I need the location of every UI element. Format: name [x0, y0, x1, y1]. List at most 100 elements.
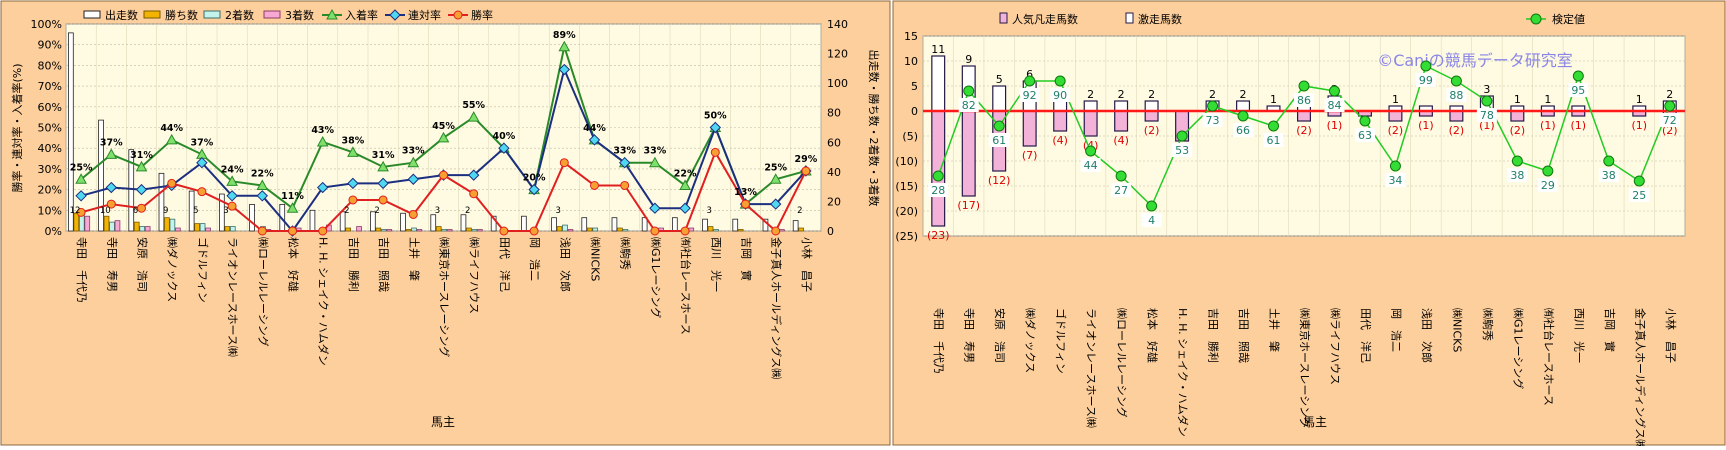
point-4 [165, 133, 178, 145]
legend-label-2: 2着数 [225, 8, 254, 22]
miss-count-label: (1) [1631, 119, 1647, 132]
test-value-label: 92 [1023, 89, 1037, 102]
y-tick-right-label: 0 [827, 225, 834, 238]
point-6 [76, 207, 86, 217]
y-tick-label: 0 [911, 105, 918, 118]
bar-1 [435, 226, 442, 232]
test-value-point [1085, 145, 1097, 157]
bar-0 [1114, 110, 1129, 132]
bar-0 [158, 172, 165, 232]
bar-0 [702, 218, 708, 232]
chart-right: 151050(5)(10)(15)(20)(25)©Caniの競馬データ研究室1… [895, 12, 1686, 450]
point-5 [75, 190, 87, 202]
bar-1 [133, 221, 140, 232]
hit-count-label: 2 [1087, 88, 1094, 101]
test-value-label: 86 [1297, 94, 1311, 107]
bar-0 [1449, 110, 1464, 122]
bar-1 [466, 227, 472, 232]
point-4 [105, 148, 118, 159]
legend-label-1: 激走馬数 [1138, 12, 1182, 26]
bar-1 [1083, 100, 1098, 112]
test-value-point [932, 170, 944, 182]
point-6 [348, 195, 358, 205]
bar-2 [471, 229, 478, 232]
category-label: 浅田 次郎 [558, 237, 572, 292]
test-value-point [1054, 75, 1066, 87]
test-value-point [1237, 110, 1249, 122]
bar-0 [521, 215, 527, 232]
legend-marker-6 [453, 10, 463, 20]
bar-0 [309, 209, 316, 232]
test-value-label-bg [1111, 183, 1132, 197]
test-value-label-bg [1263, 133, 1284, 147]
legend-label-0: 人気凡走馬数 [1012, 12, 1078, 26]
test-value-point [993, 120, 1005, 132]
test-value-label-bg [1019, 88, 1040, 102]
point-4 [75, 173, 87, 184]
bar-3 [175, 227, 181, 232]
y-tick-left-label: 80% [38, 59, 62, 72]
category-label-group: 松本 好雄 [287, 237, 301, 292]
bar-0 [188, 190, 195, 232]
test-value-point [1542, 165, 1554, 177]
rate-label: 22% [674, 168, 697, 179]
point-6 [137, 203, 146, 213]
rate-label: 33% [402, 146, 425, 157]
miss-count-label: (1) [1571, 119, 1587, 132]
rate-label: 25% [764, 162, 787, 173]
point-5 [769, 198, 782, 210]
bar-1 [224, 226, 231, 232]
category-label-group: 小林 昌子 [1664, 308, 1678, 363]
test-value-label: 73 [1206, 114, 1220, 127]
test-value-point [1024, 75, 1036, 87]
test-value-point [1633, 175, 1645, 187]
category-label-group: ㈲社台レースホース [1542, 308, 1556, 406]
y-tick-right-label: 120 [827, 48, 848, 61]
test-value-point [1572, 70, 1584, 82]
miss-count-label: (2) [1296, 124, 1312, 137]
point-5 [679, 202, 691, 214]
legend: 出走数 勝ち数 2着数 3着数 入着率 連対率 勝率 [83, 8, 493, 22]
legend-swatch-0 [83, 10, 101, 19]
bar-0 [672, 217, 678, 232]
y-tick-left-label: 60% [38, 101, 62, 114]
bar-0 [931, 110, 946, 227]
test-value-point [1176, 130, 1188, 142]
rate-label: 43% [311, 125, 334, 136]
category-label-group: 西川 光一 [709, 237, 723, 292]
miss-count-label: (2) [1662, 124, 1678, 137]
bar-1 [992, 85, 1007, 112]
category-label-group: ㈲社台レースホース [679, 237, 693, 335]
bar-0 [792, 220, 799, 232]
miss-count-label: (23) [927, 229, 950, 242]
win-count-label: 2 [344, 206, 349, 216]
test-value-label-bg [1629, 188, 1650, 202]
y-tick-left-label: 10% [38, 204, 62, 217]
rate-label: 13% [734, 187, 757, 198]
category-label-group: 寺田 千代乃 [932, 308, 945, 374]
bar-0 [1083, 110, 1098, 137]
legend-swatch-1 [1125, 12, 1134, 24]
bar-3 [356, 226, 362, 232]
category-label-group: 寺田 千代乃 [75, 237, 88, 303]
bar-3 [114, 220, 121, 232]
category-label-group: 土井 肇 [407, 237, 421, 281]
point-6 [710, 147, 720, 157]
win-count-label: 3 [707, 206, 712, 216]
legend: 人気凡走馬数 激走馬数 検定値 [999, 12, 1585, 26]
category-label-group: 寺田 寿男 [105, 237, 119, 292]
miss-count-label: (2) [1449, 124, 1465, 137]
miss-count-label: (2) [1510, 124, 1526, 137]
test-value-point [1328, 85, 1340, 97]
point-6 [106, 199, 116, 209]
test-value-label-bg [958, 98, 979, 112]
category-label: 寺田 寿男 [963, 308, 977, 363]
category-label: H. H. シェイク・ハムダン [317, 237, 331, 366]
y-tick-right-label: 80 [827, 107, 841, 120]
miss-count-label: (4) [1052, 134, 1068, 147]
x-axis-title: 馬主 [1303, 415, 1327, 429]
category-label: 土井 肇 [1268, 308, 1282, 352]
category-label: 田代 洋己 [1359, 308, 1373, 363]
bar-0 [490, 215, 497, 232]
bar-1 [405, 229, 412, 232]
